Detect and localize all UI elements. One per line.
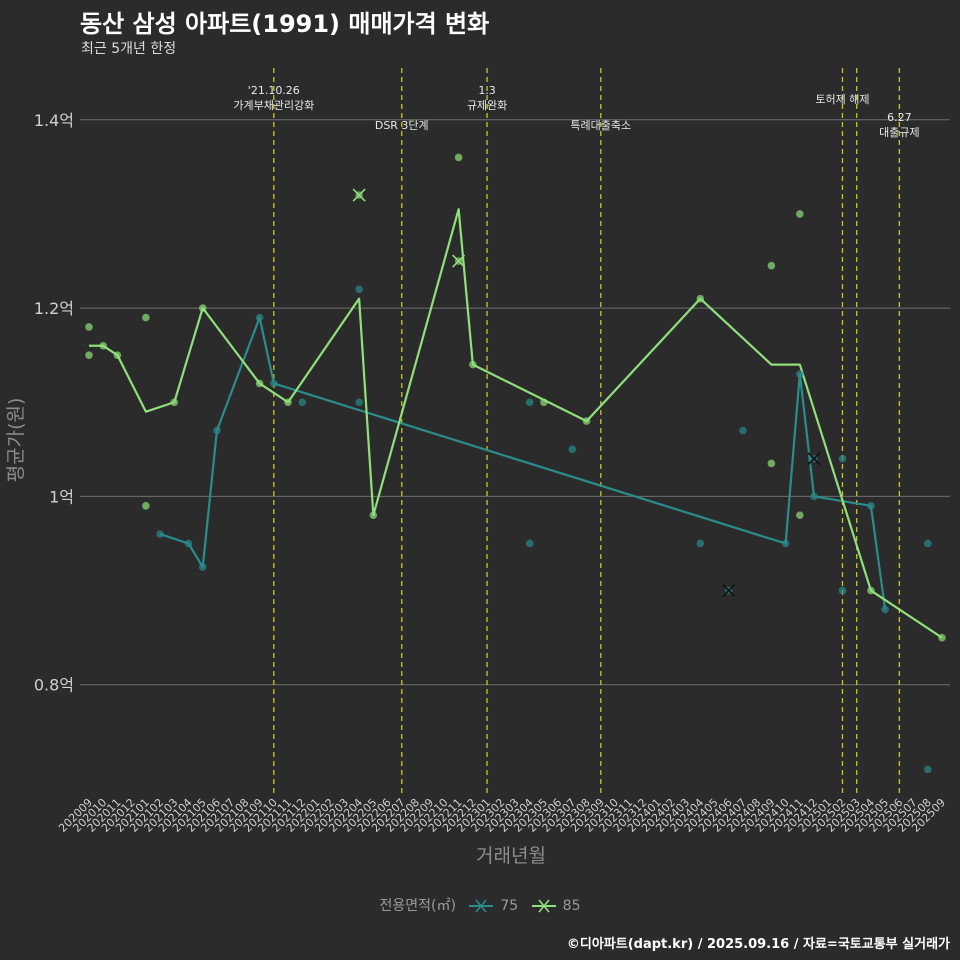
x-tick-labels: 2020092020102020112020122021012021022021…	[56, 796, 948, 835]
event-label: 가계부채관리강화	[233, 99, 314, 112]
point-75	[525, 398, 534, 407]
point-85	[113, 351, 122, 359]
y-tick-labels: 0.8억 1억 1.2억 1.4억	[34, 111, 74, 695]
legend: 전용면적(㎡) 75 85	[0, 895, 960, 915]
event-label: 6.27	[887, 111, 912, 124]
point-85	[767, 261, 776, 270]
event-label: 대출규제	[879, 126, 919, 139]
y-axis-label: 평균가(원)	[5, 398, 27, 483]
legend-key-75-icon	[469, 899, 494, 913]
point-75	[355, 398, 363, 407]
chart-title: 동산 삼성 아파트(1991) 매매가격 변화	[80, 10, 490, 38]
cancelled-mark-85	[352, 188, 366, 202]
point-85	[369, 511, 378, 520]
cancelled-mark-75	[722, 583, 736, 598]
series-points	[85, 153, 946, 774]
point-75	[923, 765, 932, 774]
cancelled-mark-75	[807, 452, 821, 466]
legend-item-85: 85	[531, 898, 581, 914]
point-85	[767, 459, 776, 468]
point-75	[270, 379, 278, 388]
point-75	[781, 539, 790, 548]
point-85	[284, 398, 292, 407]
x-axis-label: 거래년월	[476, 845, 546, 867]
point-75	[696, 539, 705, 548]
point-85	[255, 379, 264, 388]
legend-label-85: 85	[562, 898, 581, 914]
y-tick-label: 1억	[49, 487, 74, 506]
point-85	[540, 398, 548, 407]
legend-key-85-icon	[531, 899, 556, 913]
point-85	[142, 502, 150, 510]
point-85	[454, 153, 463, 162]
point-85	[85, 323, 93, 331]
point-85	[696, 294, 705, 303]
point-85	[796, 210, 804, 218]
legend-label-75: 75	[500, 898, 519, 914]
point-75	[198, 563, 207, 571]
point-75	[796, 370, 804, 378]
point-75	[184, 539, 193, 548]
point-85	[582, 417, 591, 425]
point-85	[867, 586, 875, 595]
point-75	[255, 313, 264, 322]
point-85	[142, 313, 150, 322]
event-label: 특례대출축소	[570, 119, 631, 132]
point-85	[170, 398, 179, 407]
series-lines	[89, 208, 943, 639]
point-85	[198, 304, 207, 312]
legend-title: 전용면적(㎡)	[379, 898, 456, 914]
point-75	[298, 398, 307, 407]
point-75	[881, 605, 889, 614]
series-line-85	[89, 208, 943, 639]
grid-lines	[80, 119, 950, 686]
series-line-75	[159, 316, 887, 610]
event-label: DSR 3단계	[375, 119, 429, 132]
cancelled-mark-85	[452, 254, 466, 268]
point-75	[923, 539, 932, 548]
legend-item-75: 75	[468, 898, 518, 914]
point-85	[85, 351, 93, 359]
y-tick-label: 1.4억	[34, 111, 74, 130]
y-tick-label: 1.2억	[34, 299, 74, 318]
event-label: 토허제 해제	[815, 92, 869, 106]
point-75	[867, 502, 875, 510]
point-75	[810, 492, 818, 501]
point-75	[156, 530, 164, 538]
event-label: 1.3	[478, 84, 496, 97]
point-75	[525, 539, 534, 548]
point-75	[739, 426, 747, 435]
point-75	[838, 586, 847, 595]
chart-subtitle: 최근 5개년 한정	[81, 41, 177, 57]
source-caption: ©디아파트(dapt.kr) / 2025.09.16 / 자료=국토교통부 실…	[566, 937, 950, 952]
point-85	[469, 360, 477, 369]
point-85	[938, 633, 946, 642]
point-75	[355, 285, 363, 294]
y-tick-label: 0.8억	[34, 676, 74, 695]
event-label: 규제완화	[467, 99, 507, 112]
point-85	[796, 511, 804, 520]
point-75	[568, 445, 577, 454]
point-75	[838, 454, 847, 463]
point-75	[213, 426, 221, 435]
event-label: '21.10.26	[248, 84, 300, 97]
point-85	[99, 341, 108, 350]
